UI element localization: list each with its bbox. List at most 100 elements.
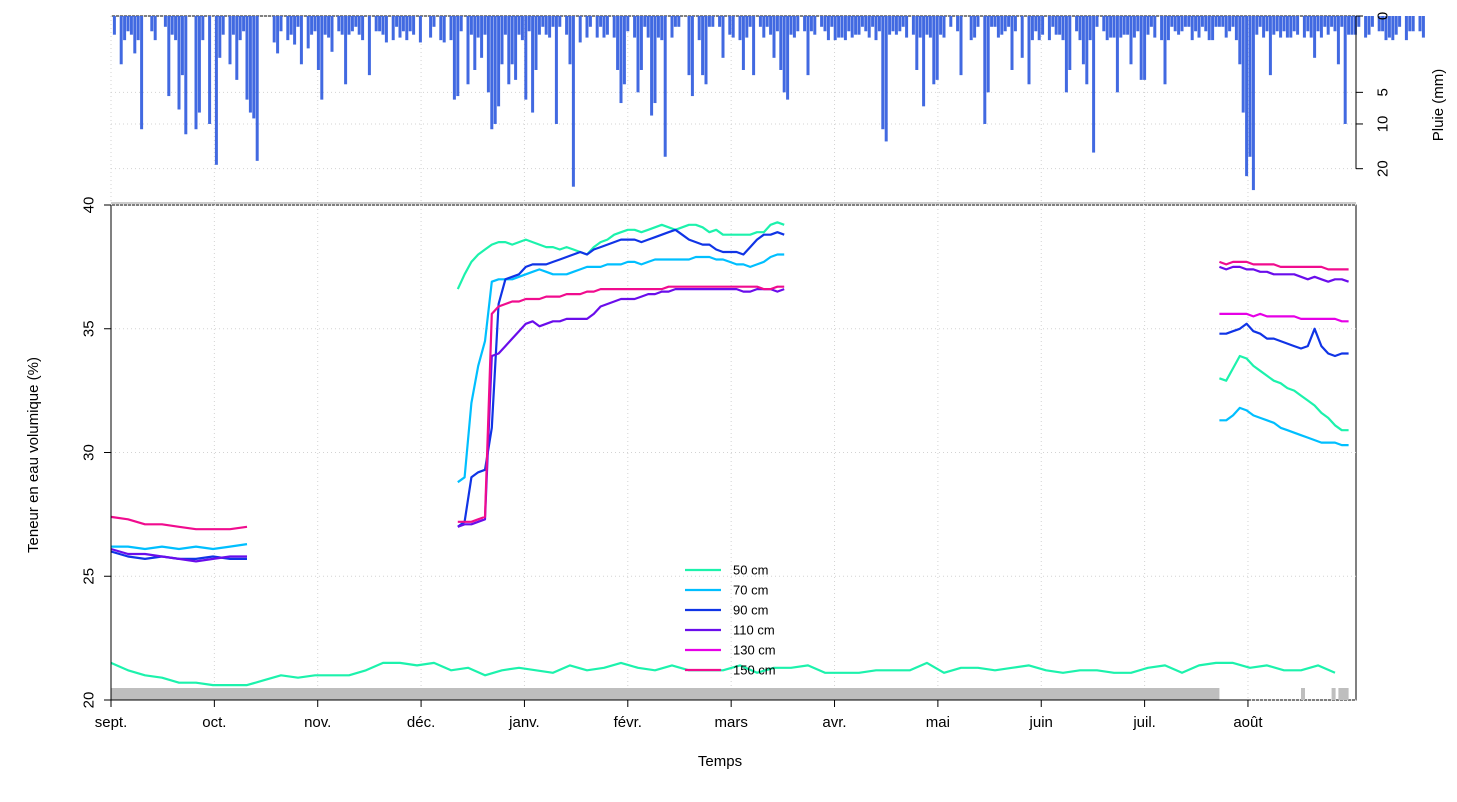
rain-bar xyxy=(1323,16,1327,27)
rain-bar xyxy=(347,16,351,35)
rain-bar xyxy=(663,16,667,157)
rain-bar xyxy=(1387,16,1391,38)
rain-bar xyxy=(412,16,416,35)
rain-bar xyxy=(235,16,239,80)
rain-bar xyxy=(779,16,783,70)
rain-bar xyxy=(656,16,660,38)
rain-bar xyxy=(813,16,817,35)
rain-bar xyxy=(374,16,378,32)
x-tick-label: déc. xyxy=(407,714,435,731)
rain-bar xyxy=(986,16,990,93)
series-line-50-cm xyxy=(456,221,785,290)
rain-bar xyxy=(1183,16,1187,27)
rain-bar xyxy=(1224,16,1228,38)
rain-bar xyxy=(473,16,477,70)
rain-bar xyxy=(789,16,793,35)
rain-bar xyxy=(429,16,433,38)
rain-bar xyxy=(1275,16,1279,32)
rain-bar xyxy=(599,16,603,27)
rain-bar xyxy=(1357,16,1361,27)
rain-bar xyxy=(316,16,320,70)
rain-bar xyxy=(1064,16,1068,93)
rain-bar xyxy=(163,16,167,27)
y-axis-title: Teneur en eau volumique (%) xyxy=(25,357,42,553)
rain-bar xyxy=(837,16,841,38)
rain-bar xyxy=(1319,16,1323,38)
rain-bar xyxy=(194,16,198,130)
rain-bar xyxy=(888,16,892,35)
rain-bar xyxy=(901,16,905,27)
rain-bar xyxy=(687,16,691,76)
series-line-50-cm xyxy=(110,661,1336,687)
rain-bar xyxy=(1272,16,1276,35)
rain-bar xyxy=(1234,16,1238,41)
series-line-110-cm xyxy=(110,547,247,563)
rain-bar xyxy=(133,16,137,54)
rain-bar xyxy=(1268,16,1272,76)
rain-bar xyxy=(585,16,589,38)
rain-bar xyxy=(1119,16,1123,38)
rain-bar xyxy=(840,16,844,38)
rain-bar xyxy=(1398,16,1402,27)
rain-bar xyxy=(748,16,752,27)
rain-bar xyxy=(1285,16,1289,38)
legend-label: 90 cm xyxy=(733,603,768,618)
rain-bar xyxy=(782,16,786,93)
rain-bar xyxy=(1408,16,1412,32)
series-line-130-cm xyxy=(1219,312,1349,323)
rain-bar xyxy=(1020,16,1024,58)
rain-bar xyxy=(959,16,963,76)
rain-bar xyxy=(1306,16,1310,32)
rain-bar xyxy=(762,16,766,38)
rain-bar xyxy=(276,16,280,54)
rain-bar xyxy=(486,16,490,93)
rain-bar xyxy=(184,16,188,135)
rain-bar xyxy=(306,16,310,49)
rain-bar xyxy=(1313,16,1317,58)
rain-bar xyxy=(949,16,953,27)
rain-bar xyxy=(1262,16,1266,38)
missing-data-bar xyxy=(1338,688,1349,700)
main-axis: 20 25 30 35 40 sept. oct. nov. déc. janv. févr. mar… xyxy=(81,197,1264,731)
rain-bar xyxy=(738,16,742,41)
rain-bar xyxy=(1105,16,1109,41)
rain-bar xyxy=(320,16,324,100)
rain-bar xyxy=(208,16,212,124)
rain-bar xyxy=(605,16,609,35)
rain-bar xyxy=(112,16,116,35)
rain-bar xyxy=(867,16,871,38)
rain-bar xyxy=(310,16,314,35)
rain-bar xyxy=(408,16,412,32)
x-tick-label: avr. xyxy=(822,714,846,731)
rain-bar xyxy=(255,16,259,161)
rain-bar xyxy=(884,16,888,142)
rain-bar xyxy=(1238,16,1242,65)
series-line-70-cm xyxy=(111,543,248,551)
rain-bar xyxy=(976,16,980,27)
rain-bar xyxy=(891,16,895,32)
rain-bar xyxy=(354,16,358,27)
rain-bar xyxy=(973,16,977,38)
rain-bar xyxy=(718,16,722,27)
rain-bar xyxy=(1115,16,1119,93)
rain-bar xyxy=(1200,16,1204,27)
rain-bar xyxy=(541,16,545,27)
rain-bar xyxy=(1143,16,1147,80)
rain-bar xyxy=(177,16,181,110)
rain-bar xyxy=(1391,16,1395,41)
rain-tick-label: 10 xyxy=(1375,116,1392,133)
rain-bar xyxy=(150,16,154,32)
rain-bar xyxy=(1207,16,1211,41)
rain-bar xyxy=(721,16,725,58)
y-tick-label: 30 xyxy=(81,444,98,461)
rain-bar xyxy=(350,16,354,32)
rain-bar xyxy=(1384,16,1388,41)
rain-bar xyxy=(1109,16,1113,38)
rain-bar xyxy=(898,16,902,32)
rain-bar xyxy=(670,16,674,38)
rain-bar xyxy=(1364,16,1368,38)
rain-bar xyxy=(286,16,290,41)
rain-bar xyxy=(1136,16,1140,32)
rain-bar xyxy=(1081,16,1085,65)
rain-bar xyxy=(1326,16,1330,35)
